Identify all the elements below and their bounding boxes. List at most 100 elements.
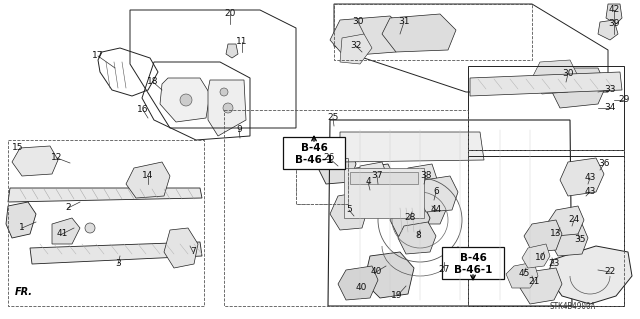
Text: 31: 31 [398,18,410,26]
Polygon shape [550,68,606,108]
Bar [296,158,348,204]
Text: 13: 13 [550,229,562,239]
Polygon shape [330,16,408,56]
Polygon shape [364,252,414,298]
Polygon shape [418,176,458,212]
Polygon shape [340,132,484,162]
Circle shape [220,88,228,96]
Text: 40: 40 [355,284,367,293]
Bar [344,168,424,218]
Text: 16: 16 [137,106,148,115]
Text: 15: 15 [12,144,24,152]
Polygon shape [350,164,396,204]
Text: 25: 25 [327,114,339,122]
Text: 14: 14 [142,172,154,181]
Polygon shape [470,72,622,96]
Bar [468,150,624,306]
Text: 43: 43 [584,174,596,182]
FancyBboxPatch shape [283,137,345,169]
Text: B-46: B-46 [301,143,328,152]
Polygon shape [360,162,388,198]
Text: 41: 41 [56,229,68,239]
Polygon shape [30,242,202,264]
Polygon shape [382,14,456,52]
Polygon shape [208,80,246,136]
Text: 42: 42 [609,5,620,14]
Polygon shape [164,228,198,268]
Polygon shape [338,266,378,300]
Polygon shape [12,146,58,176]
Polygon shape [598,20,618,40]
Bar [334,4,532,60]
Bar [350,172,418,184]
Text: 17: 17 [92,51,104,61]
Text: 44: 44 [430,205,442,214]
Polygon shape [52,218,80,244]
Bar [296,158,348,204]
Text: 9: 9 [236,125,242,135]
Polygon shape [548,246,632,304]
Text: 11: 11 [236,38,248,47]
Text: B-46-1: B-46-1 [454,264,492,275]
Text: 29: 29 [618,95,630,105]
Circle shape [180,94,192,106]
Text: 28: 28 [404,213,416,222]
Text: 32: 32 [350,41,362,50]
Text: 20: 20 [224,10,236,19]
Text: B-46: B-46 [460,253,486,263]
Text: 35: 35 [574,235,586,244]
Text: 27: 27 [438,265,450,275]
Polygon shape [550,224,588,256]
Text: 10: 10 [535,254,547,263]
Polygon shape [340,34,372,64]
Text: STK4B4900A: STK4B4900A [550,302,596,311]
Polygon shape [522,244,550,268]
Text: 7: 7 [190,248,196,256]
Polygon shape [398,222,436,254]
Polygon shape [330,192,368,230]
Text: 40: 40 [371,268,381,277]
Text: 33: 33 [604,85,616,94]
Polygon shape [390,202,430,236]
Text: FR.: FR. [15,287,33,297]
Text: 24: 24 [568,216,580,225]
Polygon shape [318,146,356,184]
Polygon shape [532,60,578,94]
Polygon shape [560,158,604,196]
Text: 38: 38 [420,172,432,181]
Bar [224,110,468,306]
Text: 1: 1 [19,224,25,233]
Text: 39: 39 [608,19,620,28]
Text: 21: 21 [528,278,540,286]
Text: B-46-1: B-46-1 [295,155,333,165]
Polygon shape [606,4,622,24]
Text: 5: 5 [346,205,352,214]
Polygon shape [520,268,562,304]
Text: 30: 30 [563,70,573,78]
Polygon shape [548,206,584,236]
Polygon shape [506,262,538,288]
Text: 2: 2 [65,204,71,212]
Polygon shape [402,164,438,202]
Bar [8,140,204,306]
Polygon shape [126,162,170,198]
Polygon shape [226,44,238,58]
Text: 19: 19 [391,292,403,300]
FancyBboxPatch shape [442,247,504,279]
Text: 12: 12 [51,153,63,162]
Polygon shape [524,220,562,252]
Text: 22: 22 [604,268,616,277]
Text: 30: 30 [352,18,364,26]
Text: 26: 26 [323,153,335,162]
Polygon shape [6,202,36,238]
Text: 23: 23 [548,259,560,269]
Polygon shape [414,198,446,224]
Text: 43: 43 [584,188,596,197]
Text: 4: 4 [365,177,371,187]
Text: 37: 37 [371,172,383,181]
Text: 8: 8 [415,232,421,241]
Circle shape [85,223,95,233]
Text: 18: 18 [147,78,159,86]
Polygon shape [8,188,202,202]
Text: 3: 3 [115,259,121,269]
